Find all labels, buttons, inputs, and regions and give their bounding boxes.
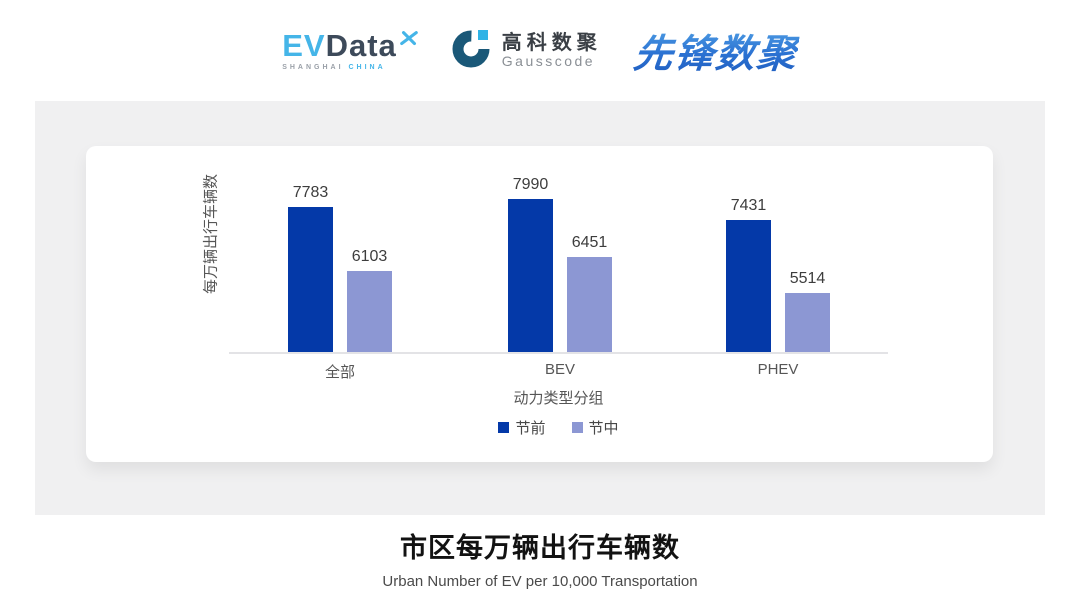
bar-value-label: 5514	[789, 270, 826, 287]
evdata-logo: EV Data SHANGHAI CHINA	[282, 30, 419, 71]
category-label-全部: 全部	[324, 364, 355, 381]
gausscode-logo: 高科数聚 Gausscode	[451, 27, 602, 74]
x-axis-title: 动力类型分组	[513, 390, 604, 407]
legend-label: 节中	[588, 420, 619, 437]
legend-swatch-icon	[498, 422, 510, 433]
bar-PHEV-节中	[785, 293, 830, 352]
evdata-x-icon	[399, 23, 419, 54]
gausscode-g-icon	[451, 27, 493, 74]
legend-item-节前: 节前	[498, 417, 546, 438]
gausscode-en-text: Gausscode	[501, 52, 596, 69]
page-subtitle: Urban Number of EV per 10,000 Transporta…	[382, 573, 698, 590]
bar-value-label: 6451	[571, 234, 608, 251]
bar-value-label: 7990	[512, 176, 549, 193]
bar-PHEV-节前	[726, 220, 771, 352]
y-axis-label: 每万辆出行车辆数	[202, 173, 220, 295]
legend-item-节中: 节中	[571, 417, 619, 438]
bar-value-label: 6103	[351, 248, 388, 265]
bar-BEV-节前	[508, 199, 553, 352]
category-label-BEV: BEV	[544, 361, 575, 378]
bar-value-label: 7431	[730, 197, 767, 214]
category-label-PHEV: PHEV	[757, 361, 799, 378]
gausscode-cn-text: 高科数聚	[501, 31, 602, 54]
bar-全部-节中	[347, 271, 392, 352]
bar-BEV-节中	[567, 257, 612, 352]
page-title: 市区每万辆出行车辆数	[400, 533, 680, 563]
gausscode-wordmark: 高科数聚 Gausscode	[502, 32, 602, 69]
evdata-wordmark: EV Data	[282, 30, 419, 61]
pioneer-logo: 先锋数聚	[631, 23, 801, 79]
evdata-tagline-china: CHINA	[348, 64, 386, 71]
legend-label: 节前	[515, 420, 546, 437]
chart-panel: 每万辆出行车辆数 动力类型分组 节前 节中 7783 6103 全部 7990 6451 B…	[35, 101, 1045, 515]
bar-全部-节前	[288, 207, 333, 352]
evdata-tagline: SHANGHAI CHINA	[282, 64, 385, 71]
evdata-data-text: Data	[325, 28, 397, 63]
page-footer: 市区每万辆出行车辆数 Urban Number of EV per 10,000…	[0, 526, 1080, 590]
legend-swatch-icon	[571, 422, 583, 433]
bar-value-label: 7783	[292, 184, 329, 201]
x-axis-line	[229, 352, 888, 354]
chart-card: 每万辆出行车辆数 动力类型分组 节前 节中 7783 6103 全部 7990 6451 B…	[86, 146, 993, 462]
logo-bar: EV Data SHANGHAI CHINA 高科数聚 Gausscode 先锋数…	[0, 0, 1080, 101]
legend: 节前 节中	[229, 417, 888, 438]
evdata-tagline-shanghai: SHANGHAI	[282, 64, 344, 71]
evdata-ev-text: EV	[282, 28, 326, 63]
